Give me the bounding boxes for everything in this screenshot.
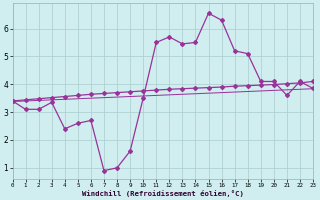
- X-axis label: Windchill (Refroidissement éolien,°C): Windchill (Refroidissement éolien,°C): [82, 190, 244, 197]
